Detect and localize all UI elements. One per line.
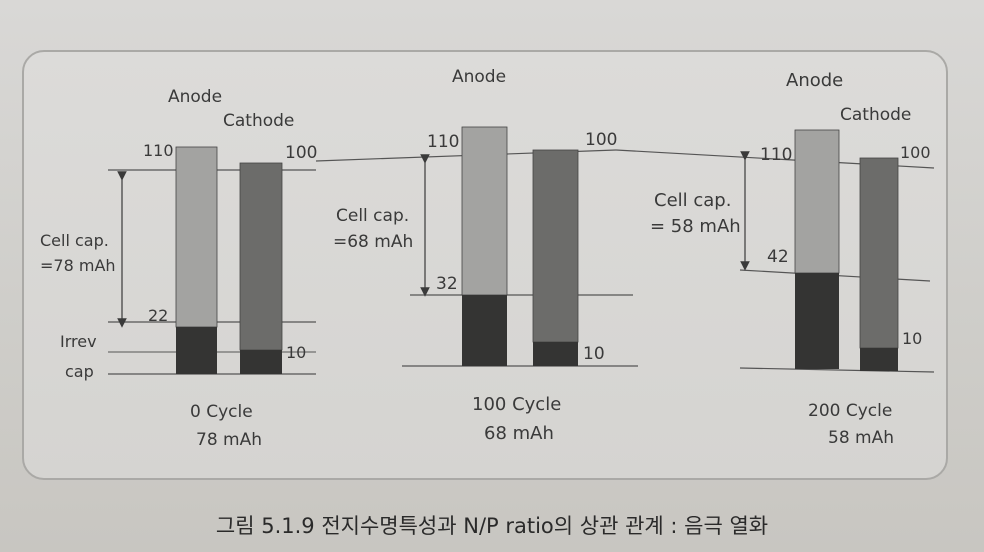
panel1-anode-bar (175, 146, 218, 328)
panel3-cathode-label: Cathode (840, 105, 911, 125)
panel3-threshold-value: 42 (767, 247, 789, 267)
panel1-cathode-bar (239, 162, 283, 351)
panel2-cycle-label: 100 Cycle (472, 394, 561, 415)
panel3-anode-label: Anode (786, 70, 843, 91)
panel1-irrev-line1: Irrev (60, 332, 97, 351)
panel2-anode-irrev-segment (462, 295, 507, 366)
panel2-cycle-capacity: 68 mAh (484, 423, 554, 444)
panel3-cathode-bar (859, 157, 899, 349)
panel1-cathode-label: Cathode (223, 111, 294, 131)
panel2-anode-label: Anode (452, 67, 506, 87)
panel3-cathode-bottom-value: 10 (902, 329, 922, 348)
panel3-cycle-capacity: 58 mAh (828, 428, 894, 448)
panel3-cycle-label: 200 Cycle (808, 401, 892, 421)
panel2-cathode-bar (532, 149, 579, 343)
panel2-cell-cap-line1: Cell cap. (336, 206, 409, 226)
panel3-cell-cap-line1: Cell cap. (654, 190, 731, 211)
panel2-anode-bar (461, 126, 508, 296)
panel3-anode-top-value: 110 (760, 145, 792, 165)
panel2-cell-cap-line2: =68 mAh (333, 232, 413, 252)
panel1-irrev-line2: cap (65, 362, 94, 381)
panel1-threshold-value: 22 (148, 306, 168, 325)
panel1-cathode-top-value: 100 (285, 143, 317, 163)
panel1-cycle-label: 0 Cycle (190, 402, 253, 422)
panel-200-cycle: Anode Cathode 110 100 Cell cap. = 58 mAh… (615, 70, 935, 448)
figure-caption: 그림 5.1.9 전지수명특성과 N/P ratio의 상관 관계 : 음극 열… (215, 514, 769, 538)
panel3-anode-irrev-segment (795, 273, 839, 369)
panel-0-cycle: Anode Cathode 110 100 Cell cap. =78 mAh … (40, 87, 317, 450)
panel1-cell-cap-line1: Cell cap. (40, 231, 109, 250)
panel2-threshold-value: 32 (436, 274, 458, 294)
panel3-anode-bar (794, 129, 840, 274)
panel2-anode-top-value: 110 (427, 132, 459, 152)
panel1-cathode-bottom-value: 10 (286, 343, 306, 362)
panel3-cathode-irrev-segment (860, 348, 898, 371)
panel1-cathode-irrev-segment (240, 350, 282, 374)
panel-100-cycle: Anode 110 100 Cell cap. =68 mAh 32 10 10… (315, 67, 638, 444)
panel2-cathode-irrev-segment (533, 342, 578, 366)
panel1-anode-label: Anode (168, 87, 222, 107)
panel1-cycle-capacity: 78 mAh (196, 430, 262, 450)
panel3-bottom-line (739, 367, 935, 373)
panel2-cathode-bottom-value: 10 (583, 344, 605, 364)
panel3-cathode-top-value: 100 (900, 143, 931, 162)
panel1-anode-irrev-segment (176, 327, 217, 374)
panel1-anode-top-value: 110 (143, 141, 174, 160)
panel1-cell-cap-line2: =78 mAh (40, 256, 116, 275)
panel2-cathode-top-value: 100 (585, 130, 617, 150)
panel3-cell-cap-line2: = 58 mAh (650, 216, 741, 237)
